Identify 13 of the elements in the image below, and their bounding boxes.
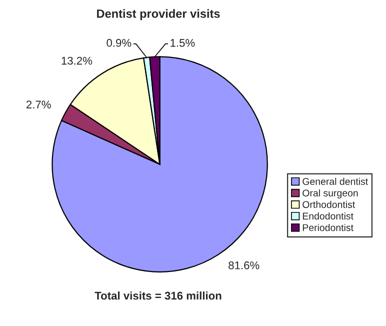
legend-label: Orthodontist xyxy=(302,200,356,208)
legend-label: Oral surgeon xyxy=(302,189,358,198)
legend-label: Periodontist xyxy=(302,224,354,232)
pie-slice xyxy=(52,56,268,272)
data-label: 13.2% xyxy=(62,56,92,65)
data-label: 0.9% xyxy=(106,38,132,47)
data-label: 1.5% xyxy=(170,38,195,47)
chart-title: Dentist provider visits xyxy=(97,9,220,20)
data-label: 81.6% xyxy=(228,261,260,270)
text: Total visits = 316 million xyxy=(94,291,222,300)
data-label: 2.7% xyxy=(26,100,51,108)
legend-label: General dentist xyxy=(302,178,368,185)
legend-label: Endodontist xyxy=(302,212,354,220)
